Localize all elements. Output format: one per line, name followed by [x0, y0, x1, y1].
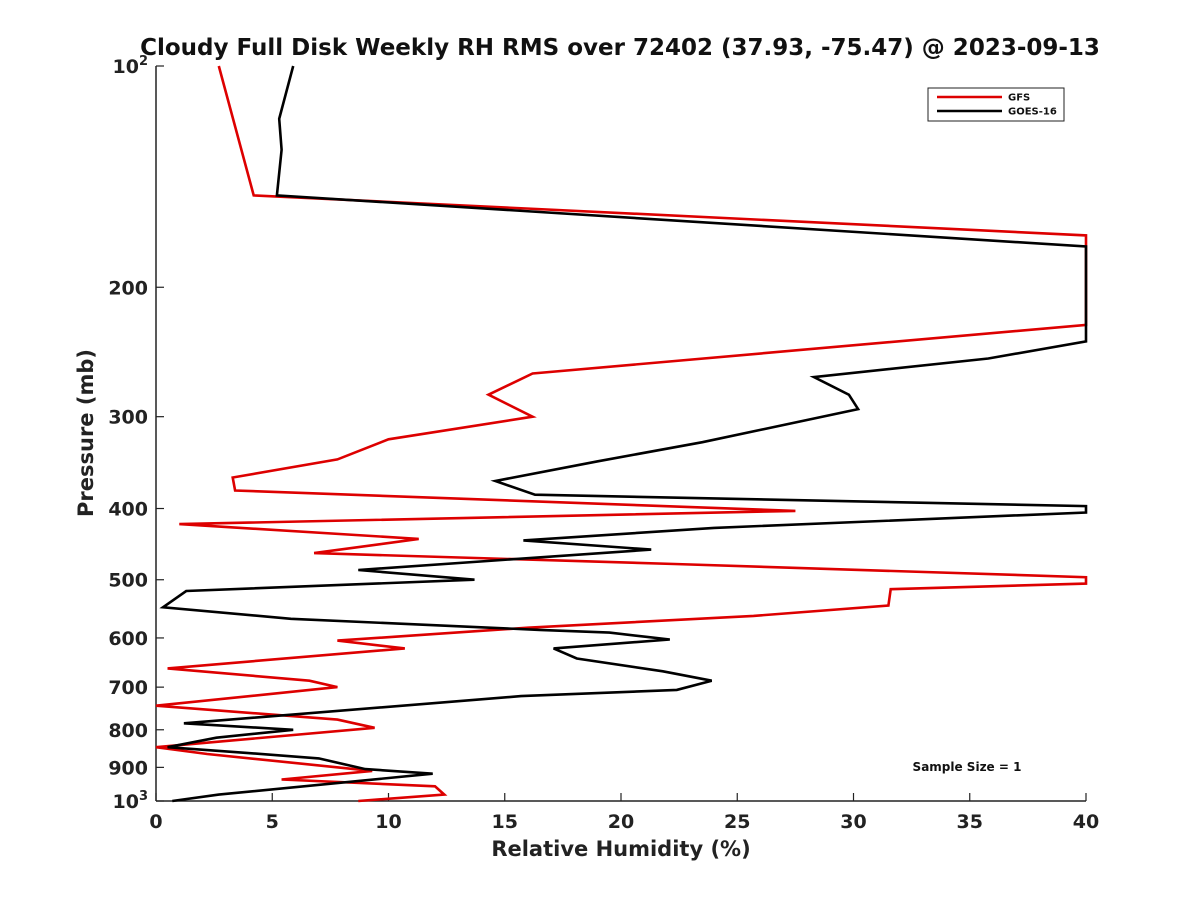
- y-tick-label: 102: [113, 54, 149, 78]
- x-tick-label: 35: [957, 811, 983, 833]
- y-tick-label: 400: [108, 499, 148, 521]
- legend: GFS GOES-16: [927, 87, 1065, 122]
- series-line-goes-16: [159, 65, 1088, 803]
- x-axis-ticks: 0 5 10 15 20 25 30 35 40: [149, 793, 1099, 833]
- legend-box: [927, 87, 1065, 122]
- y-tick-base: 10: [113, 56, 139, 78]
- series-line-gfs: [155, 65, 1088, 803]
- y-tick-exponent: 2: [139, 54, 148, 69]
- y-axis-label: Pressure (mb): [74, 349, 98, 517]
- series-lines: [155, 65, 1088, 803]
- x-tick-label: 5: [266, 811, 279, 833]
- x-tick-label: 20: [608, 811, 634, 833]
- y-tick-label: 600: [108, 628, 148, 650]
- y-tick-label: 700: [108, 677, 148, 699]
- x-tick-label: 40: [1073, 811, 1099, 833]
- x-tick-label: 0: [149, 811, 162, 833]
- x-tick-label: 30: [840, 811, 866, 833]
- y-tick-base: 10: [113, 791, 139, 813]
- y-tick-exponent: 3: [139, 789, 148, 804]
- legend-label: GOES-16: [1008, 107, 1057, 118]
- x-axis-label: Relative Humidity (%): [491, 837, 750, 861]
- chart-title: Cloudy Full Disk Weekly RH RMS over 7240…: [140, 35, 1100, 61]
- y-tick-label: 500: [108, 570, 148, 592]
- y-tick-label: 800: [108, 720, 148, 742]
- y-tick-label: 200: [108, 277, 148, 299]
- x-tick-label: 10: [375, 811, 401, 833]
- y-tick-label: 300: [108, 407, 148, 429]
- x-tick-label: 15: [492, 811, 518, 833]
- y-tick-label: 103: [113, 789, 149, 813]
- y-tick-label: 900: [108, 757, 148, 779]
- sample-size-annotation: Sample Size = 1: [913, 760, 1022, 774]
- x-tick-label: 25: [724, 811, 750, 833]
- legend-label: GFS: [1008, 93, 1030, 104]
